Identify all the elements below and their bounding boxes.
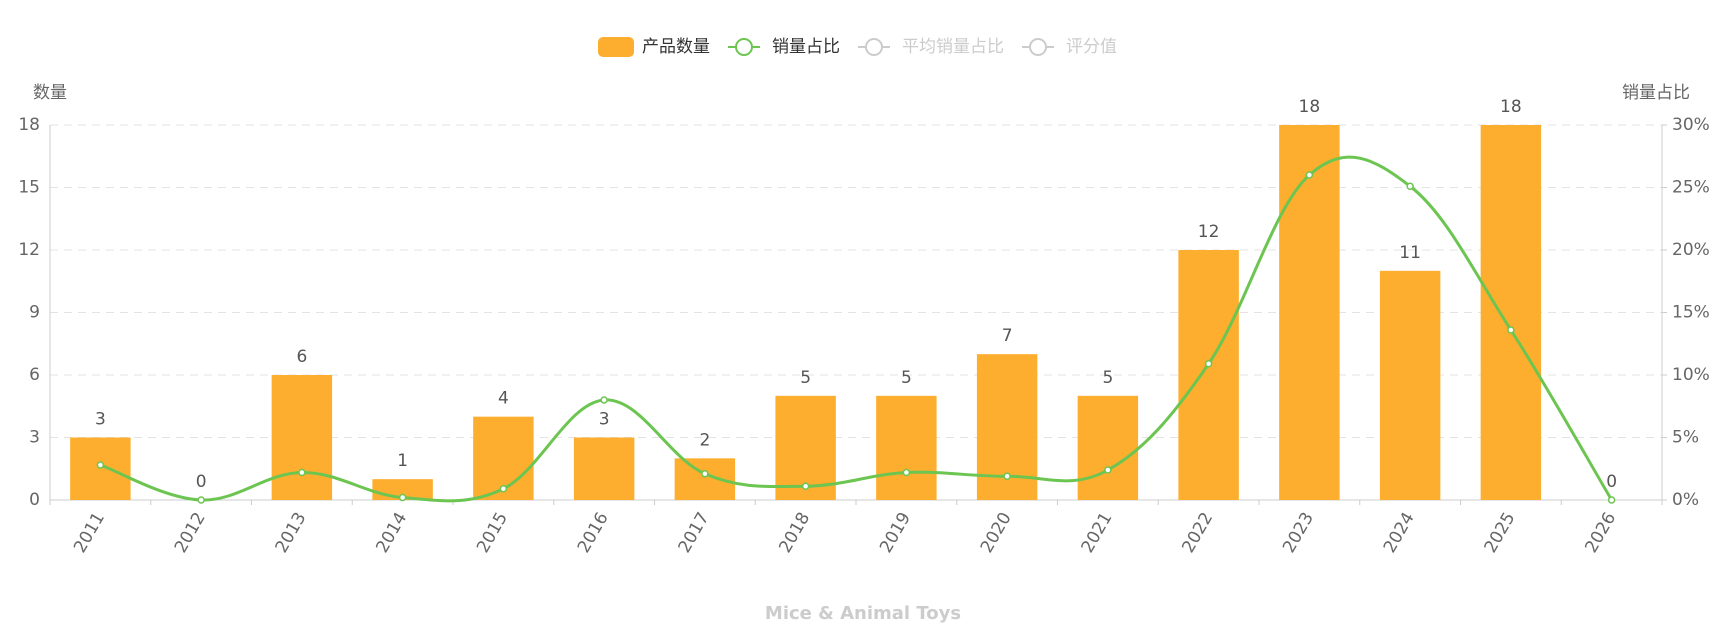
line-point (1003, 472, 1011, 480)
bar-value-label: 1 (397, 451, 408, 471)
bar (573, 437, 635, 500)
legend-label: 评分值 (1066, 37, 1117, 57)
x-tick-label: 2019 (876, 509, 915, 556)
legend-icon (735, 38, 753, 56)
bar-value-label: 2 (699, 430, 710, 450)
y-tick-label: 6 (29, 365, 40, 385)
legend-label: 销量占比 (772, 37, 840, 57)
line-point (1406, 182, 1414, 190)
bar-value-label: 4 (498, 389, 509, 409)
y2-tick-label: 25% (1672, 178, 1710, 198)
x-tick-label: 2015 (473, 509, 512, 556)
y-tick-label: 3 (29, 428, 40, 448)
line-point (1104, 466, 1112, 474)
bar-value-label: 11 (1399, 243, 1421, 263)
y2-tick-label: 10% (1672, 365, 1710, 385)
x-tick-label: 2021 (1078, 509, 1117, 556)
bar (674, 458, 736, 500)
bar (1379, 270, 1441, 500)
y2-tick-label: 5% (1672, 428, 1699, 448)
bar (271, 375, 333, 500)
line-point (398, 493, 407, 502)
legend-icon (1029, 38, 1047, 56)
bar (1480, 125, 1542, 500)
x-tick-label: 2013 (272, 509, 311, 556)
bar-value-label: 0 (1606, 472, 1617, 492)
bar-value-label: 5 (800, 368, 811, 388)
bar-value-label: 5 (1102, 368, 1113, 388)
bar (1178, 250, 1239, 500)
line-point (1507, 326, 1515, 334)
y-tick-label: 18 (18, 115, 40, 135)
bar (1077, 395, 1139, 500)
bar-value-label: 5 (901, 368, 912, 388)
bar-value-label: 0 (196, 472, 207, 492)
y2-tick-label: 15% (1672, 303, 1710, 323)
line-point (902, 468, 911, 477)
bar-value-label: 6 (296, 347, 307, 367)
bar-value-label: 3 (95, 410, 106, 430)
x-tick-label: 2014 (372, 509, 411, 556)
x-tick-label: 2022 (1178, 509, 1217, 556)
y-axis-label: 数量 (33, 83, 67, 103)
legend-icon (598, 37, 634, 57)
y2-tick-label: 0% (1672, 490, 1699, 510)
x-tick-label: 2017 (675, 509, 714, 556)
line-point (1305, 171, 1314, 179)
x-tick-label: 2025 (1481, 509, 1520, 556)
legend-label: 平均销量占比 (902, 37, 1004, 57)
line-point (1607, 496, 1616, 504)
bar (876, 395, 937, 500)
line-point (96, 461, 105, 469)
y-tick-label: 12 (18, 240, 40, 260)
line-point (701, 470, 709, 478)
x-tick-label: 2024 (1380, 509, 1419, 556)
bar-value-label: 12 (1198, 222, 1220, 242)
x-tick-label: 2011 (70, 509, 109, 556)
x-tick-label: 2016 (574, 509, 613, 556)
line-point (197, 496, 205, 504)
x-tick-label: 2020 (977, 509, 1016, 556)
line-point (298, 468, 306, 477)
bar-value-label: 3 (599, 410, 610, 430)
y2-tick-label: 30% (1672, 115, 1710, 135)
bar-value-label: 7 (1002, 326, 1013, 346)
x-tick-label: 2012 (171, 509, 210, 556)
y2-tick-label: 20% (1672, 240, 1710, 260)
bar-value-label: 18 (1500, 97, 1522, 117)
y2-axis-label: 销量占比 (1622, 83, 1690, 103)
bar-value-label: 18 (1299, 97, 1321, 117)
legend-icon (865, 38, 883, 56)
line-point (499, 485, 508, 493)
line-point (1204, 360, 1213, 368)
bar (1279, 125, 1340, 500)
x-tick-label: 2026 (1581, 509, 1620, 556)
line-point (600, 396, 608, 404)
x-tick-label: 2023 (1279, 509, 1318, 556)
y-tick-label: 15 (18, 178, 40, 198)
legend-label: 产品数量 (642, 37, 710, 57)
y-tick-label: 9 (29, 303, 40, 323)
chart-title: Mice & Animal Toys (765, 603, 961, 624)
line-point (801, 482, 810, 490)
x-tick-label: 2018 (775, 509, 814, 556)
y-tick-label: 0 (29, 490, 40, 510)
